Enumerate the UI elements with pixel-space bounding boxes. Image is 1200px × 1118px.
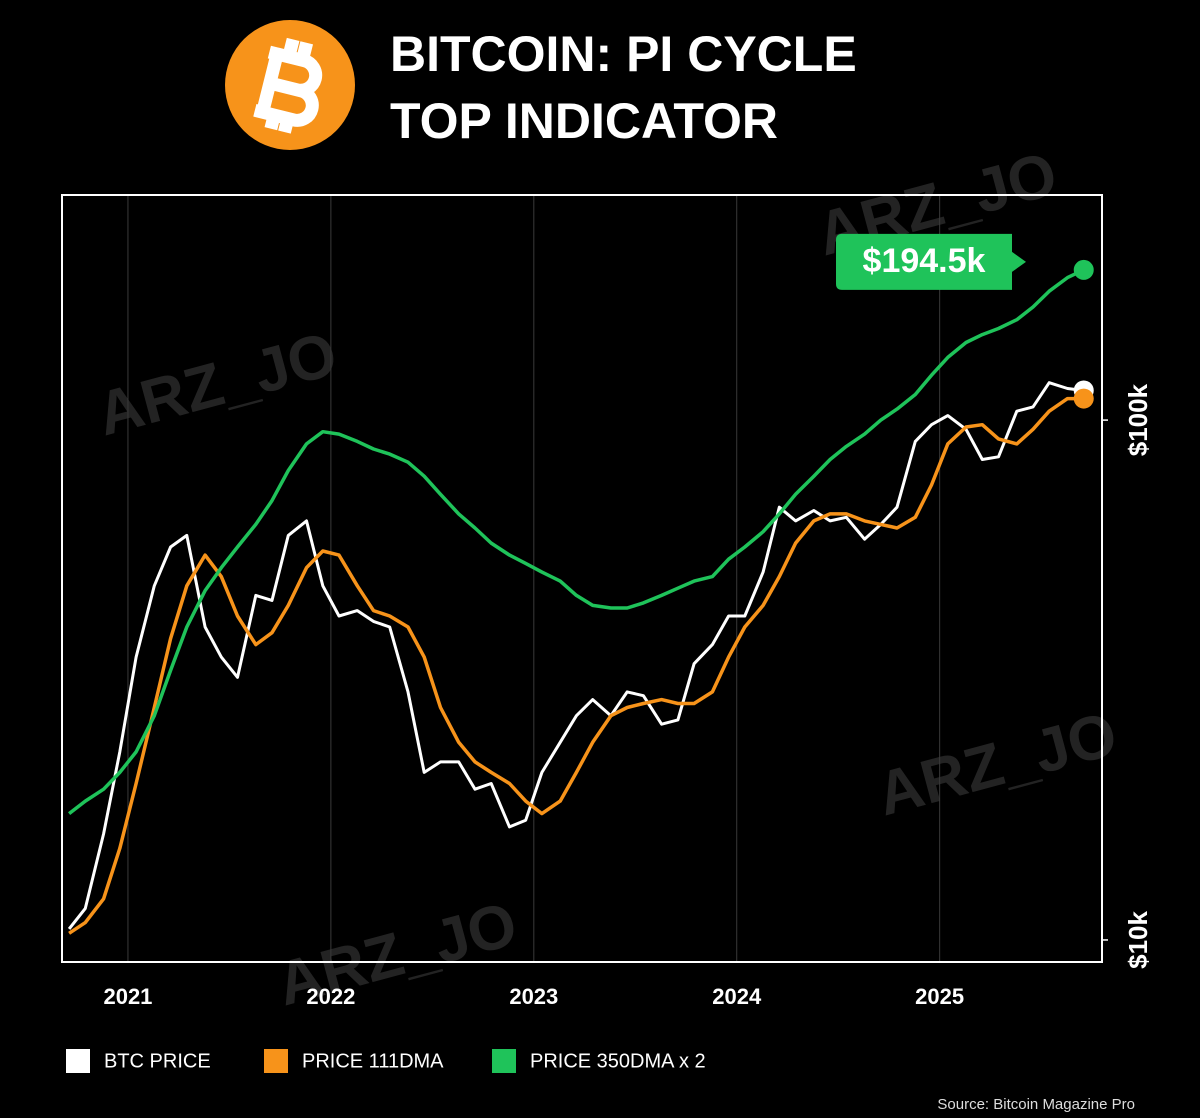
end-dot — [1073, 388, 1094, 409]
legend-swatch — [492, 1049, 516, 1073]
x-tick-label: 2024 — [712, 984, 762, 1009]
series-line — [68, 396, 1084, 935]
legend-label: BTC PRICE — [104, 1050, 211, 1072]
source: Source: Bitcoin Magazine Pro — [937, 1096, 1135, 1113]
legend-label: PRICE 350DMA x 2 — [530, 1050, 706, 1072]
chart-title: BITCOIN: PI CYCLE — [390, 26, 857, 82]
legend-label: PRICE 111DMA — [302, 1050, 444, 1072]
plot-frame — [61, 194, 1103, 963]
annotation-label: $194.5k — [863, 242, 986, 280]
x-tick-label: 2022 — [306, 984, 355, 1009]
series-line — [67, 381, 1084, 930]
legend-swatch — [264, 1049, 288, 1073]
legend-swatch — [66, 1049, 90, 1073]
series — [67, 268, 1085, 935]
x-tick-label: 2025 — [915, 984, 964, 1009]
y-tick-label: $100k — [1123, 383, 1153, 456]
annotation-box — [836, 233, 1026, 290]
end-dot — [1073, 259, 1094, 280]
grid — [127, 195, 941, 962]
x-tick-label: 2021 — [103, 984, 152, 1009]
legend: BTC PRICE PRICE 111DMA PRICE 350DMA x 2 — [66, 1049, 706, 1073]
annotation: $194.5k — [836, 233, 1094, 409]
chart-title: TOP INDICATOR — [390, 93, 778, 149]
x-tick-label: 2023 — [509, 984, 558, 1009]
logo-bars — [264, 37, 314, 134]
axes: 2021 2022 2023 2024 2025 $10k $100k — [103, 383, 1152, 1008]
bitcoin-logo — [225, 20, 355, 150]
y-tick-label: $10k — [1123, 911, 1153, 969]
logo-b — [253, 45, 323, 127]
logo-glyph — [253, 37, 323, 134]
series-line — [68, 268, 1085, 815]
